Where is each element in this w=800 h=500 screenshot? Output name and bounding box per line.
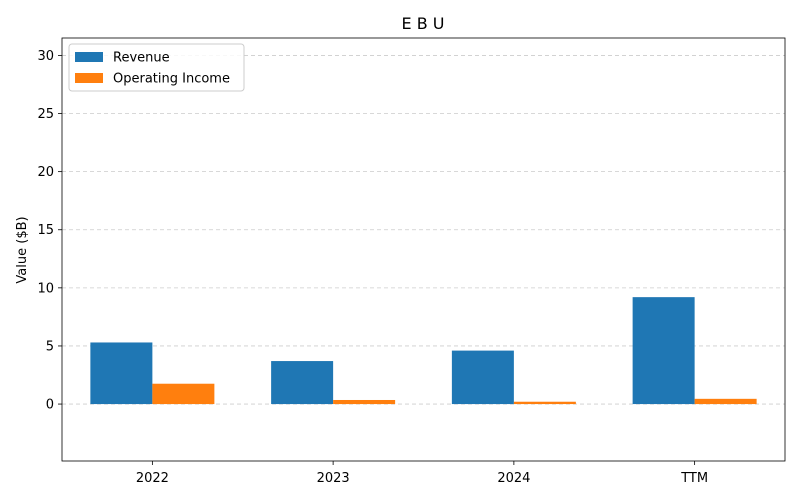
y-tick-label: 25 [37,107,54,122]
bar-operating-income-2023 [333,399,396,405]
x-tick-label: 2022 [136,471,169,486]
bars [90,297,757,405]
plot-frame [61,37,786,462]
x-tick-label: 2024 [497,471,530,486]
bar-operating-income-2024 [513,401,576,405]
x-tick-label: TTM [680,471,708,486]
legend-swatch [75,52,103,62]
y-tick-label: 10 [37,281,54,296]
y-axis-label: Value ($B) [15,216,30,283]
bar-revenue-2023 [271,361,334,405]
legend-swatch [75,73,103,83]
x-tick-label: 2023 [317,471,350,486]
bar-operating-income-2022 [152,383,215,405]
y-tick-label: 0 [46,398,54,413]
legend-label: Revenue [113,51,170,66]
bar-revenue-2024 [451,350,514,405]
bar-operating-income-ttm [694,398,757,405]
y-tick-label: 15 [37,223,54,238]
y-tick-label: 30 [37,49,54,64]
y-tick-label: 5 [46,339,54,354]
chart-title: E B U [402,14,445,33]
axes: 0 5 10 15 20 25 30 2022 2023 2024 TTM [37,37,786,486]
bar-revenue-ttm [632,297,695,405]
legend-box [68,43,245,92]
y-tick-label: 20 [37,165,54,180]
legend-label: Operating Income [113,72,230,87]
legend: Revenue Operating Income [68,43,245,92]
bar-revenue-2022 [90,342,153,405]
